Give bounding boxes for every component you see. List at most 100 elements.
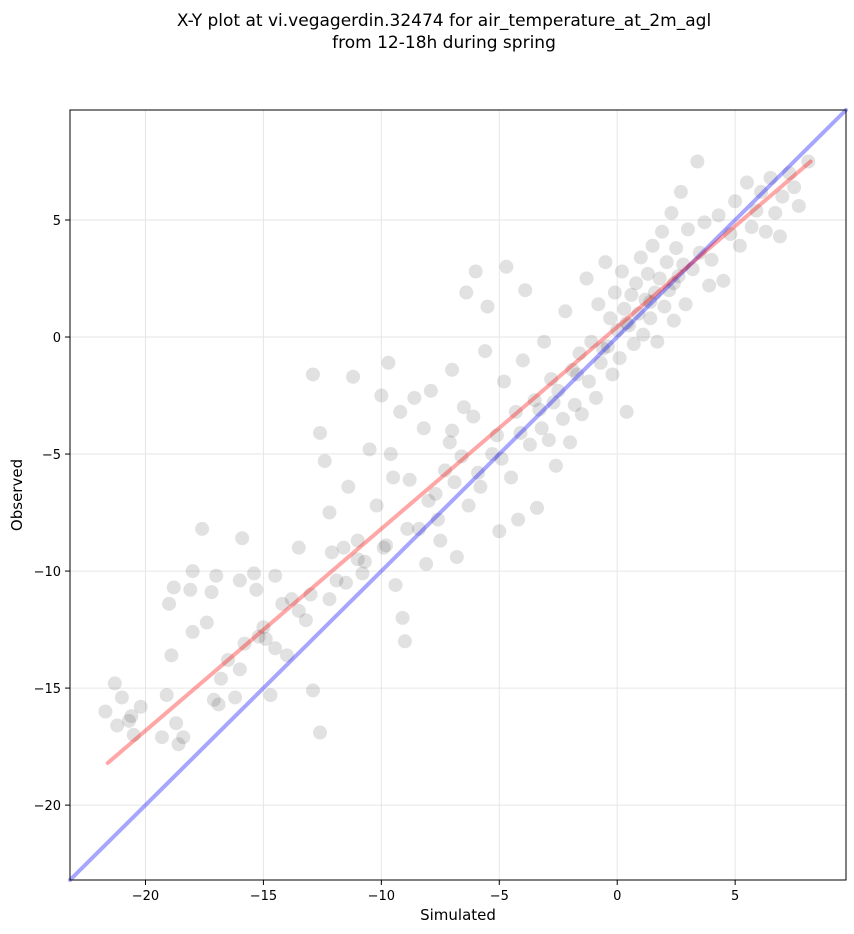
y-axis-label: Observed	[8, 459, 26, 531]
scatter-point	[711, 208, 726, 223]
scatter-point	[199, 615, 214, 630]
scatter-point	[213, 671, 228, 686]
scatter-point	[612, 351, 627, 366]
scatter-point	[275, 596, 290, 611]
scatter-point	[303, 587, 318, 602]
scatter-point	[341, 479, 356, 494]
x-tick-label: 5	[731, 889, 739, 904]
scatter-point	[633, 250, 648, 265]
scatter-point	[336, 540, 351, 555]
x-tick-layer: −20 −15 −10 −5 0 5	[132, 880, 739, 904]
identity-line	[68, 108, 848, 882]
scatter-point	[428, 486, 443, 501]
scatter-point	[386, 470, 401, 485]
scatter-point	[305, 367, 320, 382]
scatter-point	[438, 463, 453, 478]
scatter-point	[412, 521, 427, 536]
scatter-point	[645, 238, 660, 253]
scatter-point	[183, 582, 198, 597]
scatter-point	[551, 383, 566, 398]
scatter-point	[171, 737, 186, 752]
scatter-point	[584, 334, 599, 349]
scatter-point	[537, 334, 552, 349]
scatter-point	[263, 688, 278, 703]
scatter-point	[423, 383, 438, 398]
scatter-point	[317, 454, 332, 469]
scatter-point	[133, 699, 148, 714]
scatter-point	[350, 552, 365, 567]
scatter-point	[121, 713, 136, 728]
scatter-point	[588, 390, 603, 405]
scatter-point	[107, 676, 122, 691]
scatter-point	[496, 374, 511, 389]
scatter-point	[504, 470, 519, 485]
x-tick-label: −5	[490, 889, 509, 904]
scatter-point	[626, 337, 641, 352]
scatter-point	[655, 224, 670, 239]
scatter-point	[791, 198, 806, 213]
scatter-point	[362, 442, 377, 457]
x-tick-label: 0	[613, 889, 621, 904]
scatter-point	[619, 404, 634, 419]
scatter-point	[671, 269, 686, 284]
scatter-point	[548, 458, 563, 473]
y-tick-label: −20	[34, 799, 61, 814]
scatter-point	[772, 229, 787, 244]
scatter-point	[643, 294, 658, 309]
scatter-point	[723, 227, 738, 242]
scatter-point	[775, 189, 790, 204]
scatter-point	[169, 716, 184, 731]
scatter-point	[249, 582, 264, 597]
y-tick-label: −10	[34, 565, 61, 580]
scatter-point	[485, 447, 500, 462]
scatter-point	[221, 653, 236, 667]
chart-title: X-Y plot at vi.vegagerdin.32474 for air_…	[177, 11, 711, 31]
scatter-point	[754, 184, 769, 199]
scatter-point	[159, 688, 174, 703]
scatter-point	[728, 194, 743, 209]
scatter-point	[291, 540, 306, 555]
scatter-point	[383, 447, 398, 462]
scatter-point	[643, 311, 658, 326]
y-tick-label: −15	[34, 682, 61, 697]
scatter-point	[647, 285, 662, 300]
scatter-point	[598, 255, 613, 270]
scatter-point	[232, 662, 247, 677]
scatter-point	[657, 299, 672, 314]
scatter-point	[473, 479, 488, 494]
scatter-point	[801, 154, 816, 169]
scatter-point	[430, 512, 445, 527]
scatter-point	[454, 449, 469, 464]
scatter-point	[650, 334, 665, 349]
scatter-point	[494, 451, 509, 466]
scatter-point	[558, 304, 573, 319]
scatter-point	[449, 550, 464, 565]
scatter-point	[508, 404, 523, 419]
scatter-point	[206, 692, 221, 707]
scatter-point	[669, 241, 684, 256]
scatter-point	[492, 524, 507, 539]
scatter-point	[322, 505, 337, 520]
point-layer	[98, 154, 816, 752]
scatter-point	[534, 421, 549, 436]
scatter-point	[680, 222, 695, 237]
scatter-point	[659, 255, 674, 270]
scatter-point	[532, 402, 547, 417]
scatter-point	[662, 283, 677, 298]
scatter-point	[697, 215, 712, 230]
scatter-point	[527, 393, 542, 408]
scatter-point	[209, 568, 224, 583]
scatter-point	[185, 624, 200, 639]
scatter-point	[258, 631, 273, 646]
scatter-point	[381, 355, 396, 370]
y-tick-label: 5	[53, 214, 61, 229]
scatter-point	[664, 205, 679, 220]
scatter-point	[397, 634, 412, 649]
scatter-point	[544, 372, 559, 387]
scatter-point	[376, 540, 391, 555]
y-tick-label: 0	[53, 331, 61, 346]
plot-frame	[69, 109, 847, 881]
scatter-point	[166, 580, 181, 595]
scatter-point	[268, 641, 283, 656]
scatter-point	[357, 554, 372, 569]
